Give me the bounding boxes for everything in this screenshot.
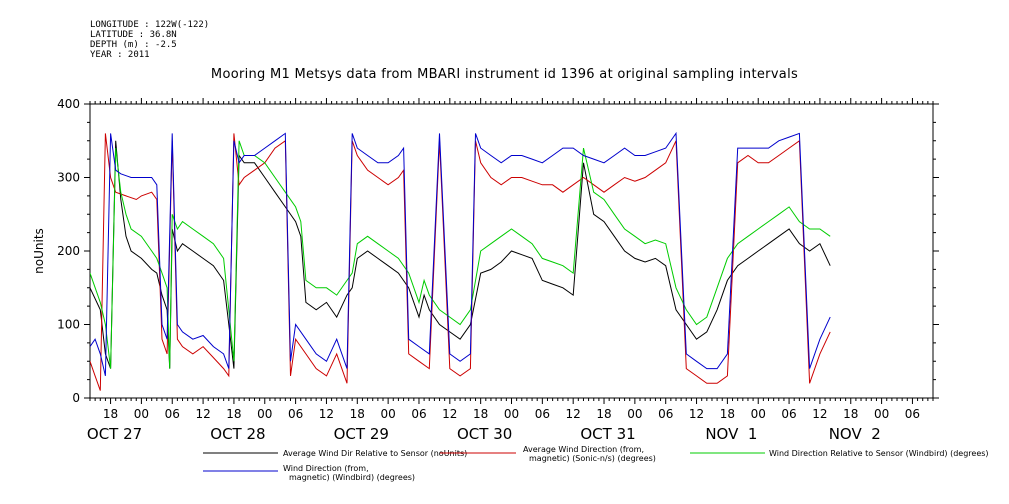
x-tick-label: 06 [781,407,796,421]
x-date-label: OCT 31 [580,425,635,443]
x-tick-label: 00 [751,407,766,421]
year-label: YEAR : 2011 [90,50,150,60]
x-date-label: NOV 1 [705,425,757,443]
x-tick-label: 12 [689,407,704,421]
chart-title: Mooring M1 Metsys data from MBARI instru… [210,67,799,82]
x-tick-label: 12 [195,407,210,421]
x-date-label: OCT 28 [210,425,265,443]
x-tick-label: 00 [504,407,519,421]
series-line-1 [90,140,831,369]
legend-label: Wind Direction Relative to Sensor (Windb… [769,449,989,458]
legend-label: magnetic) (Windbird) (degrees) [289,473,415,482]
depth-label: DEPTH (m) : -2.5 [90,40,177,50]
legend-label: Average Wind Dir Relative to Sensor (noU… [283,449,467,458]
x-date-label: NOV 2 [829,425,881,443]
x-tick-label: 12 [319,407,334,421]
legend-label: Average Wind Direction (from, [523,445,644,454]
x-tick-label: 18 [226,407,241,421]
x-tick-label: 12 [566,407,581,421]
y-tick-label: 200 [57,244,80,258]
x-tick-label: 00 [134,407,149,421]
x-tick-label: 06 [905,407,920,421]
x-tick-label: 00 [257,407,272,421]
x-tick-label: 18 [103,407,118,421]
x-date-label: OCT 29 [334,425,389,443]
x-date-label: OCT 30 [457,425,512,443]
series-line-3 [90,140,831,369]
x-tick-label: 06 [658,407,673,421]
series-line-4 [90,131,831,377]
y-tick-label: 300 [57,171,80,185]
y-tick-label: 100 [57,318,80,332]
x-tick-label: 06 [411,407,426,421]
x-tick-label: 12 [442,407,457,421]
y-tick-label: 0 [72,391,80,405]
y-tick-label: 400 [57,97,80,111]
x-tick-label: 06 [535,407,550,421]
legend-label: magnetic) (Sonic-n/s) (degrees) [529,454,656,463]
x-tick-label: 00 [627,407,642,421]
x-tick-label: 12 [812,407,827,421]
x-tick-label: 00 [380,407,395,421]
y-axis-label: noUnits [32,228,46,274]
x-tick-label: 06 [165,407,180,421]
latitude-label: LATITUDE : 36.8N [90,30,177,40]
x-tick-label: 18 [843,407,858,421]
series-line-2 [90,133,831,391]
x-tick-label: 18 [596,407,611,421]
metadata-block: LONGITUDE : 122W(-122) LATITUDE : 36.8N … [90,20,209,60]
x-tick-label: 18 [720,407,735,421]
x-tick-label: 18 [473,407,488,421]
legend-label: Wind Direction (from, [283,464,369,473]
longitude-label: LONGITUDE : 122W(-122) [90,20,210,30]
x-date-label: OCT 27 [87,425,142,443]
x-tick-label: 06 [288,407,303,421]
x-tick-label: 18 [350,407,365,421]
x-tick-label: 00 [874,407,889,421]
